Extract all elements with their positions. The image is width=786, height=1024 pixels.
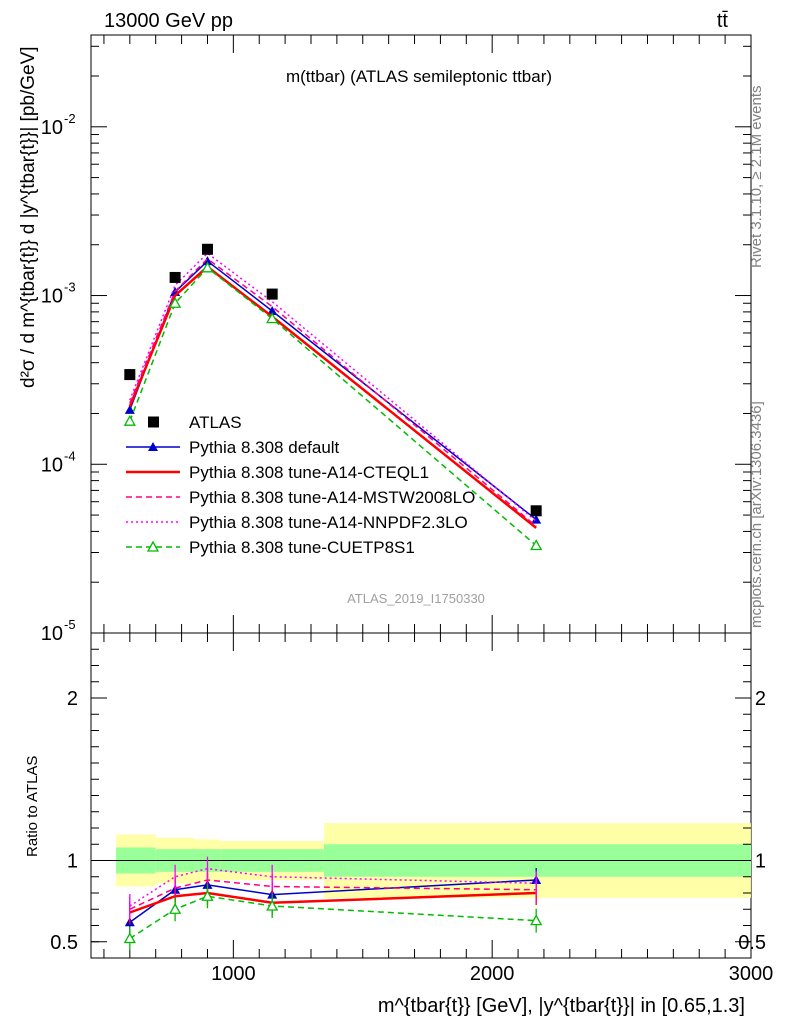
series-marker — [267, 305, 278, 315]
legend-marker — [148, 442, 158, 451]
legend: ATLAS Pythia 8.308 default Pythia 8.308 tu… — [126, 413, 475, 557]
rivet-label: Rivet 3.1.10, ≥ 2.1M events — [748, 86, 765, 269]
ratio-y-tick-label-right: 2 — [755, 688, 766, 710]
data-point — [266, 288, 278, 300]
main-y-tick-label: 10 — [41, 623, 63, 645]
series-marker — [531, 514, 542, 524]
legend-label: ATLAS — [189, 413, 242, 432]
ratio-marker — [530, 914, 543, 926]
ratio-line — [129, 867, 537, 907]
process-label: tt̄ — [717, 10, 729, 32]
series-marker — [202, 256, 213, 266]
main-y-tick-exponent: -2 — [64, 111, 76, 126]
main-series-group — [123, 243, 543, 551]
ratio-marker — [169, 902, 182, 914]
main-y-tick-exponent: -4 — [64, 448, 76, 463]
legend-marker — [146, 540, 160, 552]
data-point — [169, 271, 181, 283]
x-tick-label: 2000 — [470, 963, 515, 985]
main-y-axis-label: d²σ / d m^{tbar{t}} d |y^{tbar{t}}| [pb/… — [18, 46, 39, 388]
main-y-tick-label: 10 — [41, 454, 63, 476]
ratio-y-tick-label: 0.5 — [50, 932, 78, 954]
legend-label: Pythia 8.308 tune-CUETP8S1 — [189, 538, 415, 557]
x-axis-label: m^{tbar{t}} [GeV], |y^{tbar{t}}| in [0.6… — [378, 995, 745, 1017]
ratio-panel-frame — [90, 632, 752, 959]
main-y-tick-label: 10 — [41, 286, 63, 308]
legend-label: Pythia 8.308 tune-A14-CTEQL1 — [189, 463, 429, 482]
ratio-marker — [201, 889, 214, 901]
ratio-uncertainty-bands — [91, 823, 751, 898]
ratio-y-axis-label: Ratio to ATLAS — [24, 756, 41, 857]
x-tick-label: 1000 — [211, 963, 256, 985]
ratio-marker — [123, 932, 136, 944]
analysis-id: ATLAS_2019_I1750330 — [347, 591, 485, 606]
plot-title: m(ttbar) (ATLAS semileptonic ttbar) — [286, 67, 552, 86]
ratio-y-tick-label: 2 — [67, 688, 78, 710]
series-marker — [530, 539, 543, 551]
series-marker — [201, 261, 214, 273]
data-point — [530, 505, 542, 517]
x-tick-label: 3000 — [729, 963, 774, 985]
series-line — [129, 257, 537, 527]
legend-marker-atlas — [148, 416, 159, 428]
ratio-y-tick-label-right: 1 — [755, 851, 766, 873]
data-point — [124, 369, 136, 381]
series-marker — [124, 404, 135, 414]
energy-label: 13000 GeV pp — [104, 10, 233, 32]
main-y-tick-exponent: -3 — [64, 280, 76, 295]
data-point — [201, 243, 213, 255]
ratio-series-group — [123, 856, 543, 951]
series-marker — [123, 414, 136, 426]
legend-label: Pythia 8.308 tune-A14-MSTW2008LO — [189, 488, 475, 507]
mcplots-label: mcplots.cern.ch [arXiv:1306.3436] — [748, 401, 765, 628]
ratio-marker — [266, 899, 279, 911]
ratio-y-tick-label: 1 — [67, 851, 78, 873]
series-marker — [169, 296, 182, 308]
series-marker — [266, 312, 279, 324]
main-y-tick-exponent: -5 — [64, 617, 76, 632]
legend-label: Pythia 8.308 default — [189, 438, 340, 457]
legend-label: Pythia 8.308 tune-A14-NNPDF2.3LO — [189, 513, 468, 532]
main-y-tick-label: 10 — [41, 117, 63, 139]
ratio-y-tick-label-right: 0.5 — [738, 932, 766, 954]
ratio-line — [129, 895, 537, 940]
